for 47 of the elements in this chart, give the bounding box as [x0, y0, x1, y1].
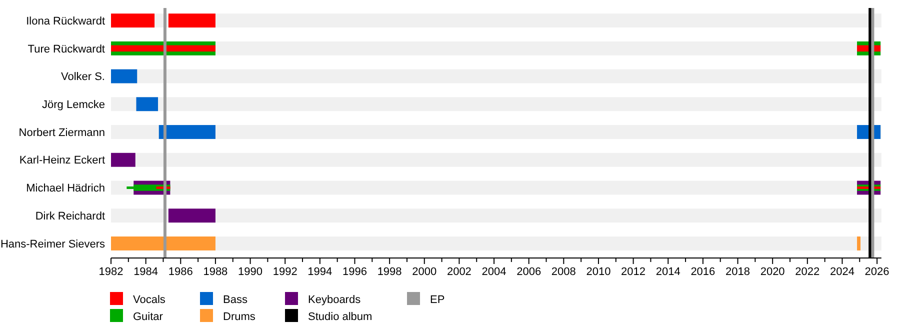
x-tick-label: 2002: [446, 266, 472, 278]
x-tick-label: 2006: [516, 266, 542, 278]
x-tick-label: 2026: [864, 266, 890, 278]
x-tick-label: 2018: [726, 266, 750, 278]
y-tick-label: Karl-Heinz Eckert: [19, 154, 105, 167]
bar: [111, 45, 216, 52]
legend-label: Drums: [223, 310, 256, 323]
x-tick-label: 1994: [308, 266, 332, 278]
x-tick-label: 1998: [377, 266, 402, 278]
x-tick-label: 1992: [272, 266, 298, 278]
x-tick-label: 1982: [98, 266, 124, 278]
legend-label: EP: [430, 294, 445, 306]
y-tick-label: Hans-Reimer Sievers: [0, 238, 106, 250]
x-tick-label: 2010: [586, 266, 611, 278]
x-tick-label: 2012: [621, 266, 646, 278]
x-tick-label: 2008: [551, 266, 576, 278]
bar: [857, 236, 860, 250]
x-tick-label: 1986: [168, 266, 193, 278]
bar: [158, 125, 216, 139]
y-tick-label: Ilona Rückwardt: [26, 15, 105, 28]
x-tick-label: 2014: [656, 266, 680, 278]
bar: [111, 152, 136, 167]
x-tick-label: 2016: [690, 266, 716, 278]
x-tick-label: 1996: [342, 266, 367, 278]
bar: [168, 208, 216, 223]
x-tick-label: 1990: [238, 266, 263, 278]
bar: [111, 236, 216, 250]
x-tick-label: 2020: [760, 266, 785, 278]
y-tick-label: Michael Hädrich: [26, 182, 105, 195]
y-tick-label: Dirk Reichardt: [35, 210, 105, 222]
x-tick-label: 1984: [134, 266, 158, 278]
y-tick-label: Ture Rückwardt: [28, 43, 105, 56]
legend-label: Studio album: [308, 310, 372, 323]
bar: [136, 97, 158, 112]
x-tick-label: 2024: [830, 266, 854, 278]
y-tick-label: Norbert Ziermann: [18, 126, 105, 139]
x-tick-label: 2022: [795, 266, 820, 278]
bar: [111, 69, 138, 84]
legend-label: Guitar: [133, 310, 164, 323]
y-tick-label: Jörg Lemcke: [42, 98, 105, 111]
legend-label: Keyboards: [308, 294, 362, 306]
x-tick-label: 2004: [482, 266, 506, 278]
y-tick-label: Volker S.: [60, 71, 105, 84]
x-tick-label: 2000: [412, 266, 437, 278]
legend-label: Bass: [223, 294, 248, 306]
x-tick-label: 1988: [203, 266, 228, 278]
legend-label: Vocals: [133, 294, 166, 306]
